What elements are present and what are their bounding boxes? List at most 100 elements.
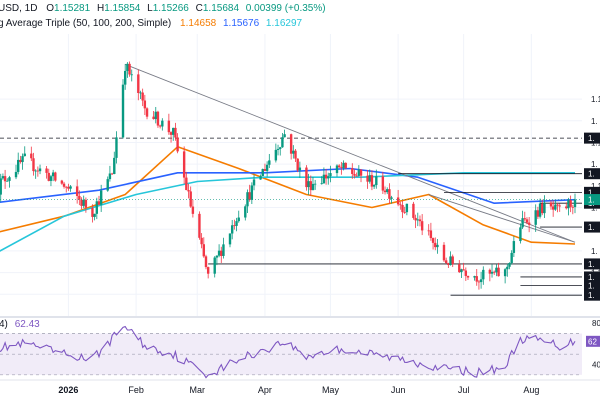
time-tick-label: Aug bbox=[523, 385, 539, 395]
level-price-labels: 1.1.1.1.1.1.1.1.1. bbox=[584, 132, 600, 301]
candle-body bbox=[466, 275, 470, 278]
price-grid bbox=[0, 34, 582, 316]
candle-body bbox=[174, 127, 177, 138]
candle-body bbox=[3, 176, 7, 182]
candle-body bbox=[508, 263, 511, 267]
candle-body bbox=[91, 207, 94, 217]
level-label-text: 1. bbox=[588, 273, 595, 282]
candle-body bbox=[204, 256, 208, 268]
candle-body bbox=[244, 206, 247, 218]
rsi-tick-label: 80 bbox=[592, 319, 600, 328]
candle-body bbox=[106, 179, 109, 191]
level-label-text: 1. bbox=[588, 282, 595, 291]
candle-body bbox=[110, 173, 114, 175]
price-tick-label: 1.18 bbox=[591, 95, 600, 104]
candle-body bbox=[403, 212, 406, 213]
level-label-text: 1. bbox=[588, 134, 595, 143]
candle-body bbox=[276, 148, 280, 150]
candle-body bbox=[213, 257, 216, 274]
candle-body bbox=[84, 199, 88, 208]
rsi-value-box bbox=[586, 335, 600, 347]
candle-body bbox=[69, 186, 72, 189]
candle-body bbox=[401, 204, 404, 213]
price-tick-label: 1. bbox=[591, 160, 598, 169]
level-label-text: 1. bbox=[588, 260, 595, 269]
open-value: 1.15281 bbox=[54, 3, 91, 14]
candle-body bbox=[320, 183, 323, 185]
candle-body bbox=[543, 202, 546, 214]
candle-body bbox=[571, 206, 575, 208]
candle-body bbox=[198, 213, 201, 238]
candle-body bbox=[324, 174, 328, 179]
trendlines bbox=[125, 63, 576, 243]
candle-body bbox=[215, 255, 219, 258]
level-label-box bbox=[584, 132, 600, 144]
time-tick-label: Jun bbox=[391, 385, 406, 395]
ma200-value: 1.16297 bbox=[266, 18, 303, 29]
legend-rsi-row: 4) 62.43 bbox=[0, 319, 40, 330]
candle-body bbox=[296, 158, 299, 171]
time-axis[interactable]: 2026 Feb Mar Apr May Jun Jul Aug bbox=[0, 379, 600, 395]
candle-body bbox=[143, 100, 147, 109]
trendline bbox=[125, 63, 576, 243]
candle-body bbox=[412, 203, 415, 218]
candle-body bbox=[521, 218, 524, 228]
candle-body bbox=[569, 200, 572, 207]
level-label-text: 1. bbox=[588, 223, 595, 232]
candle-body bbox=[381, 176, 385, 191]
candle-body bbox=[139, 92, 142, 94]
candle-body bbox=[541, 203, 544, 214]
candle-body bbox=[340, 167, 343, 169]
candle-body bbox=[80, 199, 83, 206]
candle-body bbox=[567, 200, 570, 209]
candle-body bbox=[36, 170, 40, 172]
high-value: 1.15854 bbox=[104, 3, 141, 14]
time-tick-label: Mar bbox=[190, 385, 206, 395]
candle-body bbox=[451, 256, 454, 265]
candle-body bbox=[477, 281, 481, 283]
candle-body bbox=[493, 271, 496, 273]
candle-body bbox=[519, 227, 522, 242]
candle-body bbox=[473, 276, 476, 278]
candle-body bbox=[327, 176, 330, 179]
candle-body bbox=[250, 185, 254, 200]
candle-body bbox=[475, 276, 478, 282]
legend-ma-row: g Average Triple (50, 100, 200, Simple) … bbox=[0, 18, 303, 29]
rsi-legend-value: 62.43 bbox=[15, 319, 40, 330]
candle-body bbox=[0, 178, 2, 195]
candle-body bbox=[220, 250, 223, 256]
candle-body bbox=[187, 190, 190, 192]
candle-body bbox=[32, 158, 35, 172]
candle-body bbox=[442, 244, 446, 261]
pane-separator[interactable] bbox=[0, 316, 600, 318]
candle-body bbox=[464, 270, 468, 276]
candle-body bbox=[65, 186, 68, 188]
level-label-text: 1. bbox=[588, 188, 595, 197]
candle-body bbox=[237, 217, 240, 222]
candle-body bbox=[172, 127, 175, 135]
candle-body bbox=[167, 120, 171, 133]
candle-body bbox=[130, 74, 133, 76]
level-label-box bbox=[584, 221, 600, 233]
candle-body bbox=[538, 203, 542, 217]
candle-body bbox=[375, 176, 378, 186]
candle-body bbox=[265, 164, 269, 171]
candle-body bbox=[497, 267, 500, 277]
price-tick-label: 1.16 bbox=[591, 182, 600, 191]
candle-body bbox=[372, 185, 376, 187]
candle-body bbox=[49, 176, 53, 181]
candle-body bbox=[222, 244, 225, 256]
ma50-value: 1.14658 bbox=[180, 18, 217, 29]
rsi-axis[interactable]: 80 40 bbox=[592, 319, 600, 369]
candle-body bbox=[246, 192, 249, 207]
candle-body bbox=[228, 233, 232, 245]
level-label-box bbox=[584, 280, 600, 292]
last-price-box bbox=[584, 194, 600, 206]
candle-body bbox=[357, 169, 361, 176]
candle-body bbox=[368, 175, 371, 182]
candle-body bbox=[145, 108, 149, 117]
candle-body bbox=[21, 156, 24, 163]
candle-body bbox=[113, 157, 116, 174]
candle-body bbox=[152, 116, 155, 120]
candle-body bbox=[573, 199, 577, 208]
